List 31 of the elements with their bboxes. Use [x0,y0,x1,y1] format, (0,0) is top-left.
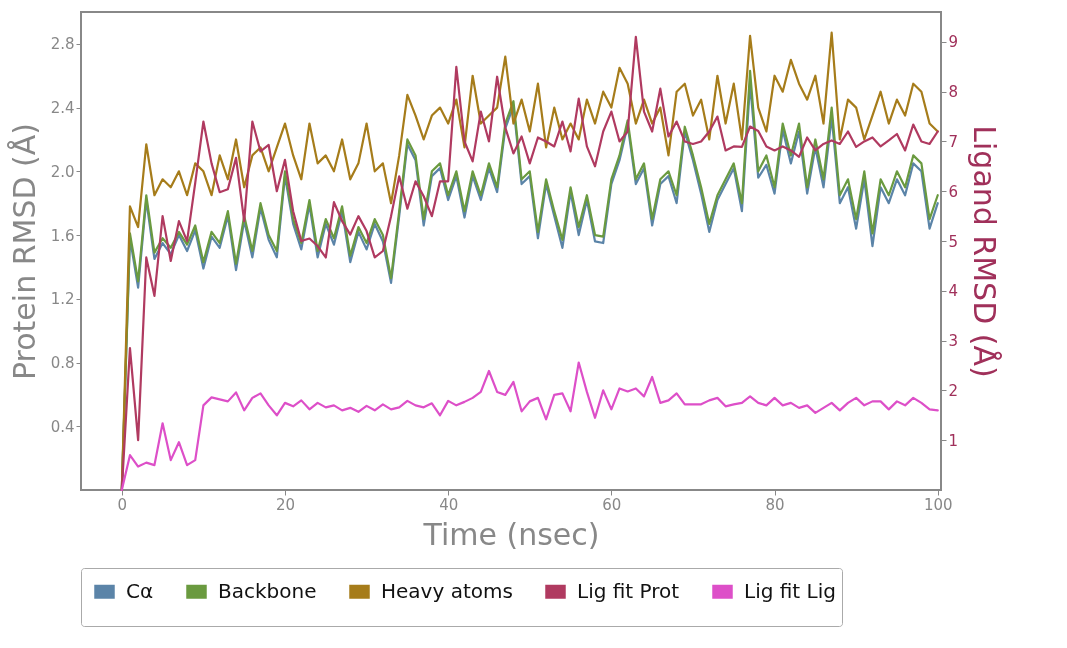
y2-tick-label: 1 [948,431,959,450]
y2-tick-label: 6 [948,182,959,201]
legend-label: Backbone [218,578,317,603]
x-tick-label: 60 [602,495,622,514]
legend-label: Lig fit Lig [744,578,836,603]
y-axis-title: Protein RMSD (Å) [6,122,42,381]
y2-tick-label: 2 [948,381,959,400]
y-tick-label: 2.0 [50,162,75,181]
x-tick-label: 0 [117,495,128,514]
y-tick-label: 2.4 [50,99,75,118]
y-tick-label: 2.8 [50,35,75,54]
x-tick-label: 80 [765,495,785,514]
y2-tick-label: 5 [948,232,959,251]
legend-label: Lig fit Prot [577,578,680,603]
y-tick-label: 1.6 [50,226,75,245]
legend-label: Heavy atoms [381,578,513,603]
legend-label: Cα [126,578,154,603]
y2-tick-label: 9 [948,33,959,52]
x-tick-label: 40 [439,495,459,514]
x-tick-label: 20 [275,495,296,514]
x-axis-title: Time (nsec) [422,516,600,552]
y-tick-label: 1.2 [50,290,75,309]
y2-axis-title: Ligand RMSD (Å) [967,125,1003,378]
y-tick-label: 0.4 [50,417,75,436]
y2-tick-label: 3 [948,332,959,351]
x-tick-label: 100 [923,495,953,514]
y2-tick-label: 4 [948,282,959,301]
y2-tick-label: 7 [948,132,959,151]
y-tick-label: 0.8 [50,354,75,373]
line-series [120,361,939,492]
y2-tick-label: 8 [948,83,959,102]
